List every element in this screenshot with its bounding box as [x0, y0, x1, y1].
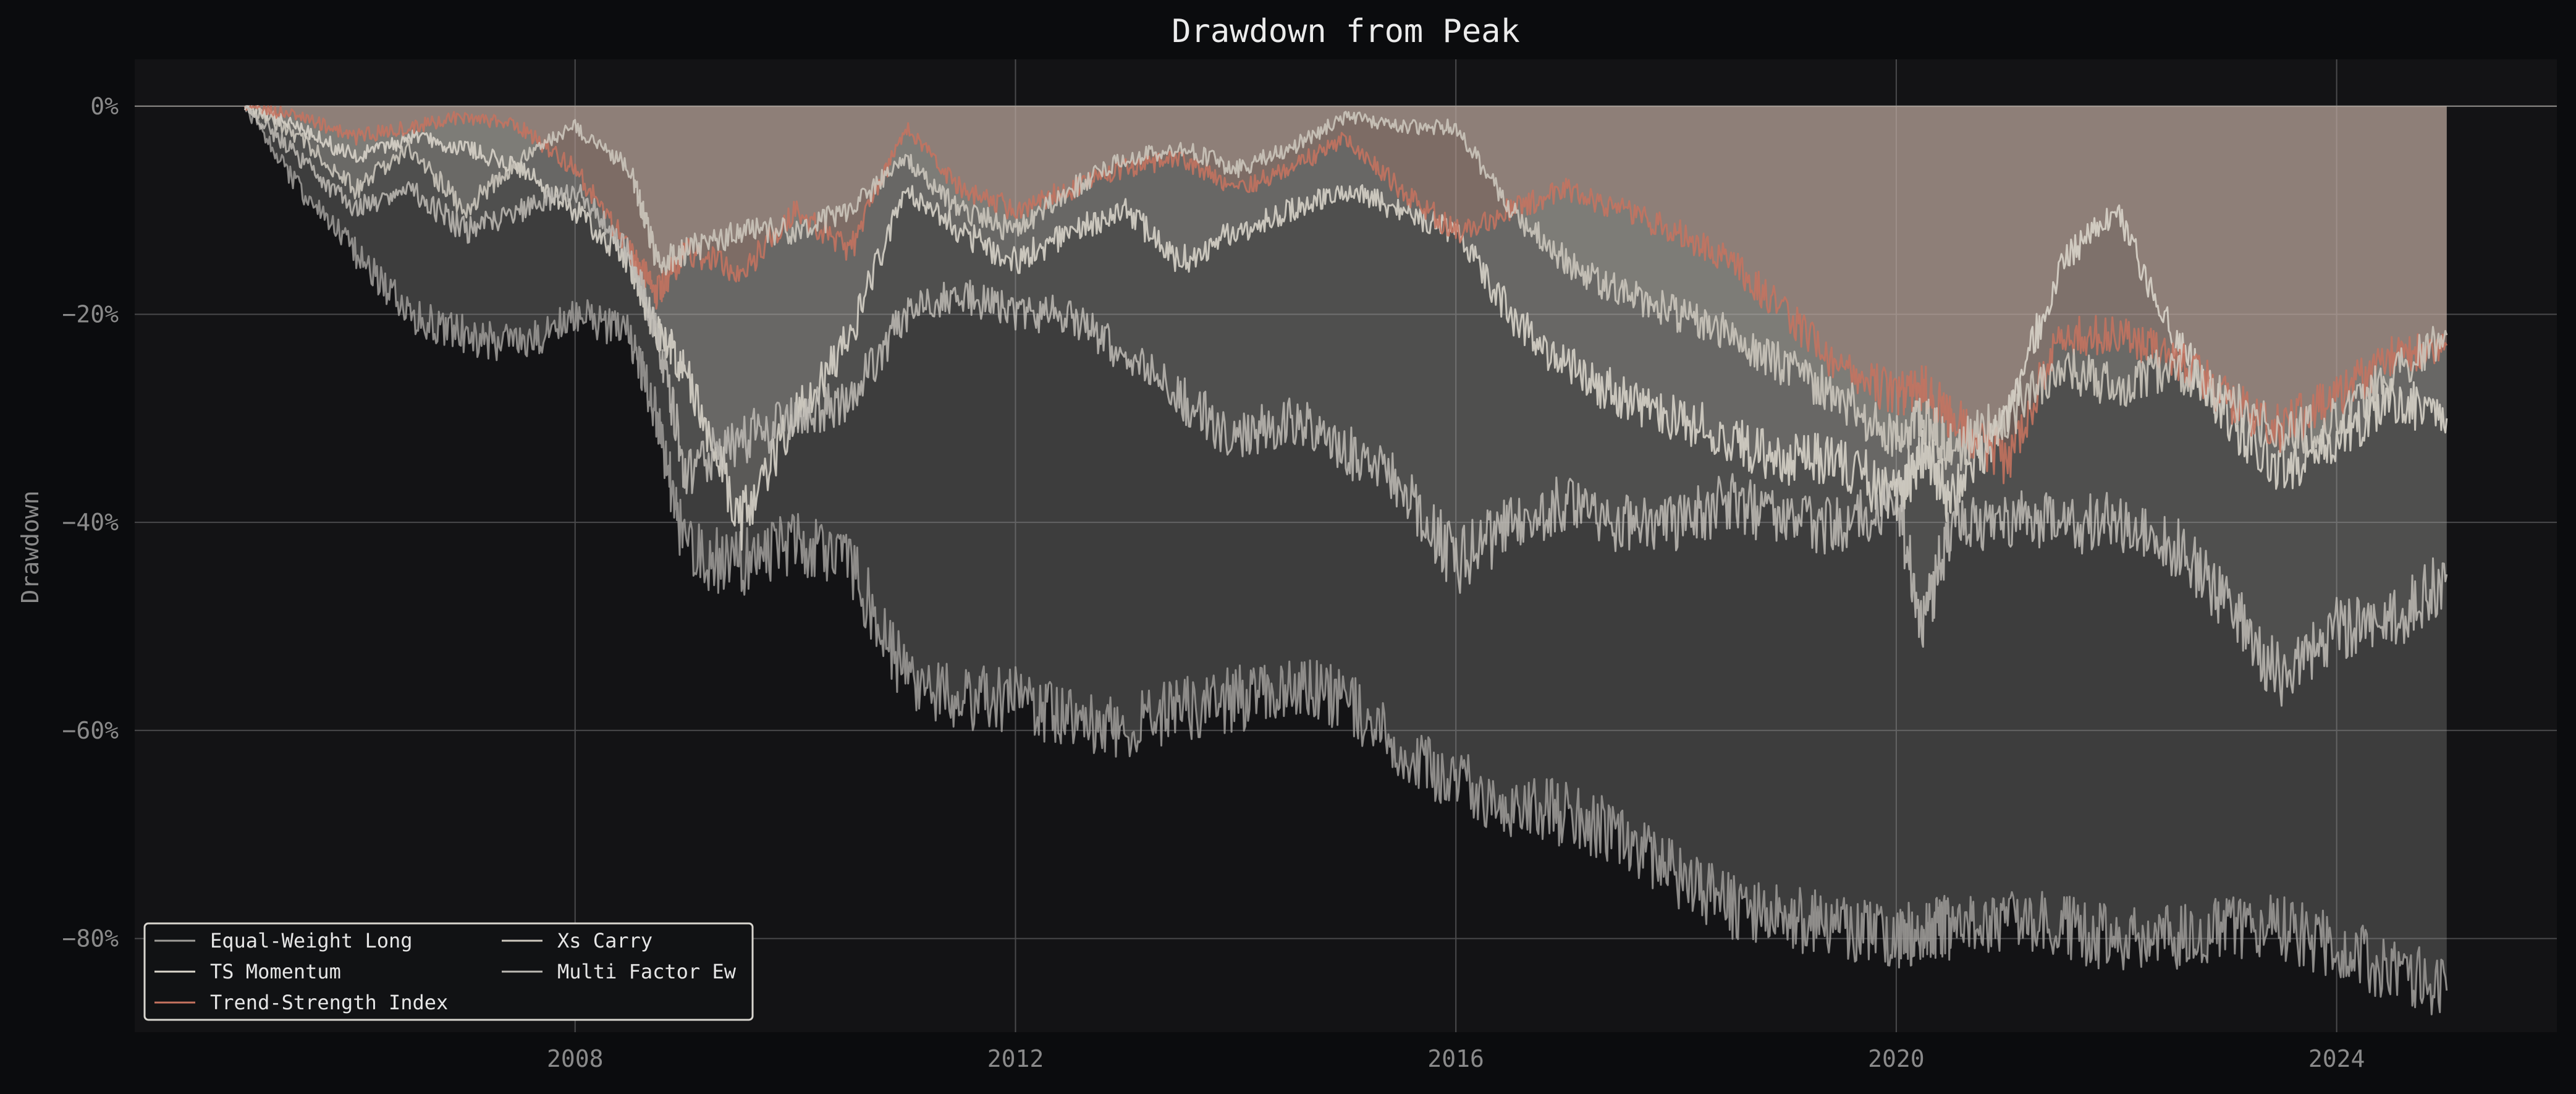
axis-ticks: 2008 2012 2016 2020 2024 0% −20% −40% −60% −80%	[62, 93, 2365, 1072]
grid-lines	[135, 59, 2557, 1032]
x-tick-label: 2008	[547, 1045, 604, 1072]
plot-area	[135, 59, 2557, 1032]
y-tick-label: −40%	[62, 509, 119, 536]
y-axis-label: Drawdown	[17, 490, 44, 603]
series-line-0	[243, 105, 2448, 1016]
chart-title: Drawdown from Peak	[1172, 13, 1520, 50]
legend-label: Xs Carry	[557, 929, 652, 952]
series-area-4	[245, 106, 2447, 706]
y-tick-label: 0%	[90, 93, 119, 120]
series-line-4	[244, 105, 2448, 707]
x-tick-label: 2012	[987, 1045, 1044, 1072]
legend: Equal-Weight Long TS Momentum Trend-Streng…	[143, 922, 754, 1021]
y-tick-label: −20%	[62, 300, 119, 328]
series-fills	[245, 106, 2447, 1015]
series-area-2	[245, 106, 2447, 483]
series-line-3	[243, 105, 2448, 472]
x-tick-label: 2016	[1427, 1045, 1484, 1072]
legend-label: TS Momentum	[210, 960, 341, 983]
series-lines	[243, 105, 2448, 1016]
x-tick-label: 2020	[1868, 1045, 1925, 1072]
legend-label: Multi Factor Ew	[557, 960, 737, 983]
series-area-0	[245, 106, 2447, 1015]
legend-box	[143, 922, 754, 1021]
y-tick-label: −80%	[62, 925, 119, 952]
y-tick-label: −60%	[62, 717, 119, 744]
x-tick-label: 2024	[2308, 1045, 2365, 1072]
series-line-1	[244, 105, 2448, 551]
legend-label: Trend-Strength Index	[210, 991, 448, 1014]
legend-label: Equal-Weight Long	[210, 929, 413, 952]
series-line-2	[243, 105, 2448, 485]
